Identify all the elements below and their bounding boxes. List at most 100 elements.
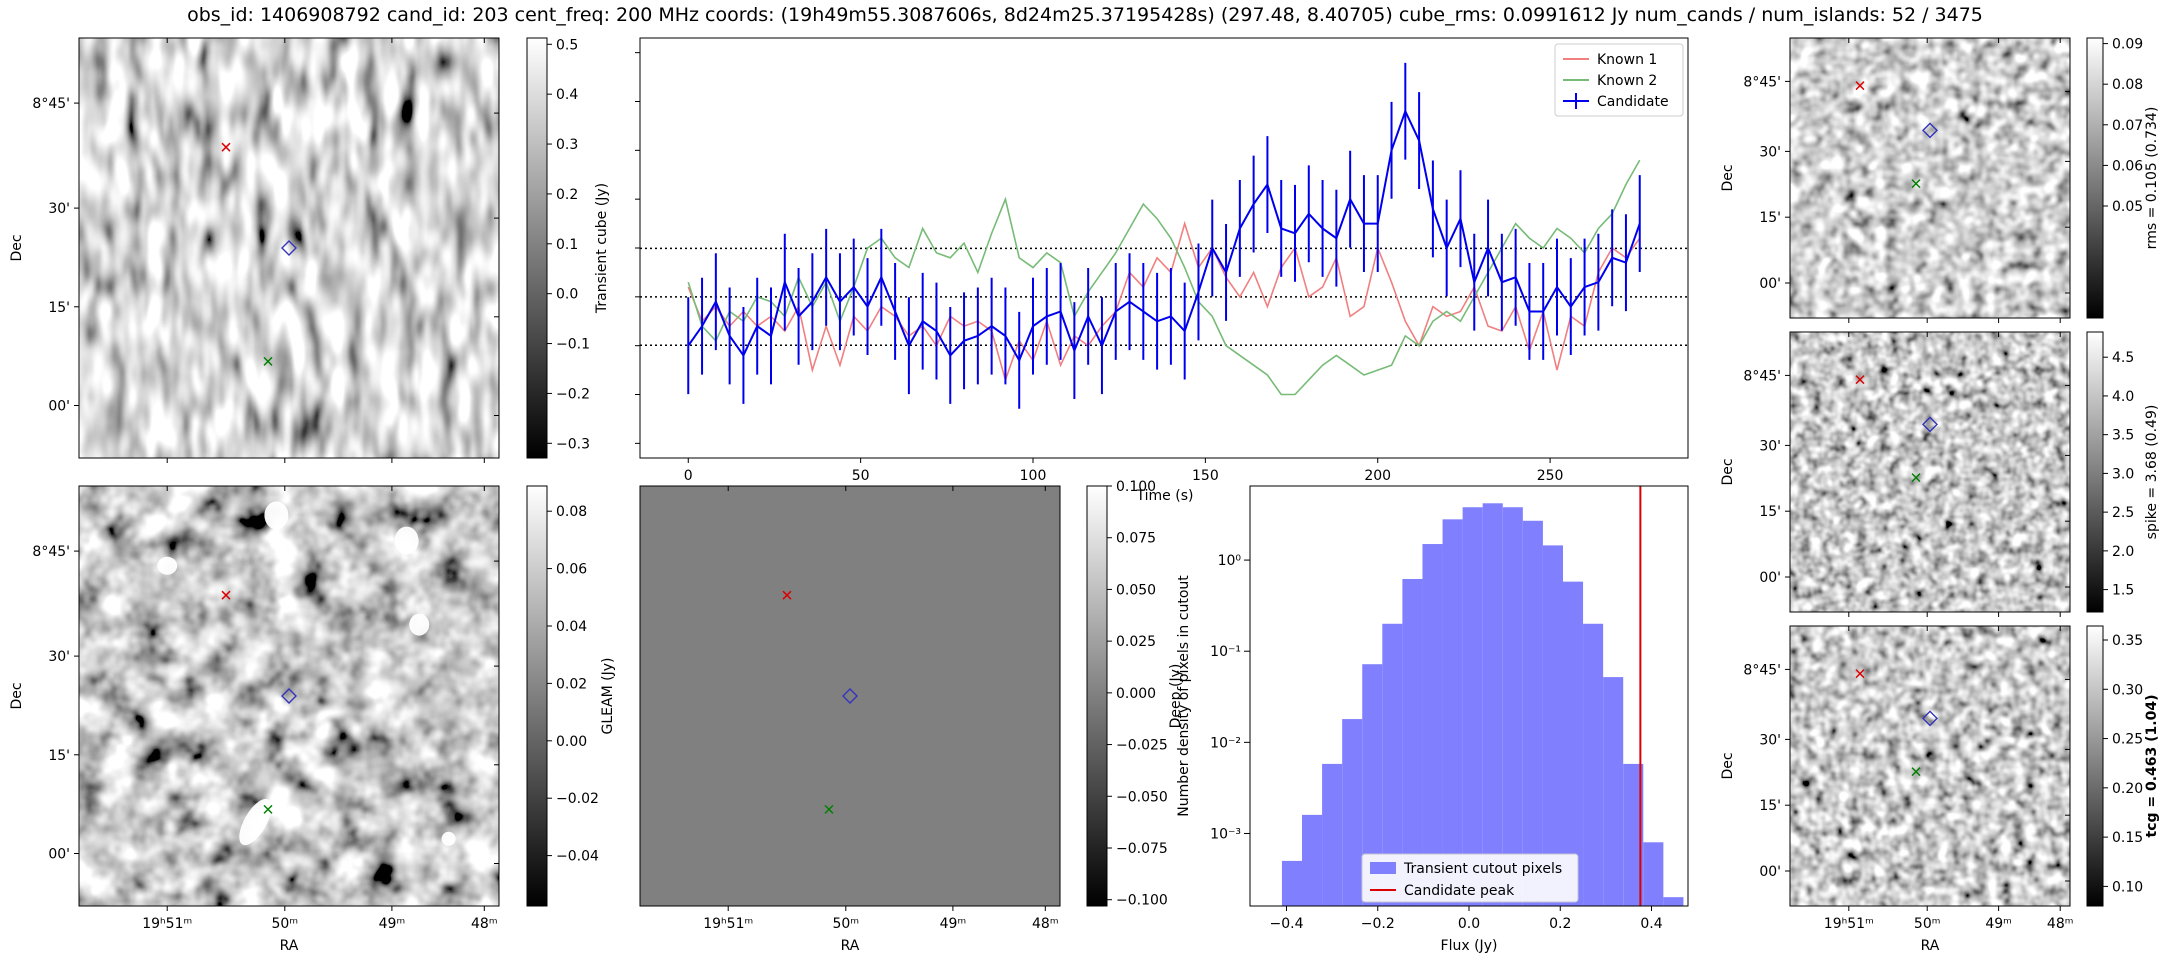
hist-bar: [1603, 677, 1624, 906]
dec-tick-label: 8°45': [1743, 662, 1781, 678]
legend-swatch: [1370, 862, 1396, 874]
ra-tick-label: 48ᵐ: [2047, 916, 2074, 932]
lc-x-tick-label: 150: [1192, 468, 1219, 484]
transient-panel-frame: [78, 37, 500, 459]
hist-y-axis-label: Number density of pixels in cutout: [1176, 575, 1192, 817]
colorbar-tick-label: 0.25: [2112, 732, 2143, 748]
hist-bar: [1362, 664, 1383, 906]
candidate-marker: [1922, 416, 1938, 433]
colorbar-tick-label: 3.0: [2112, 466, 2134, 482]
colorbar-tick-label: −0.1: [556, 337, 590, 353]
dec-tick-label: 8°45': [1743, 368, 1781, 384]
colorbar-tick-label: 0.4: [556, 87, 578, 103]
lc-x-axis-label: Time (s): [1136, 488, 1194, 504]
candidate-marker: [842, 688, 858, 704]
spike-panel-colorbar: [2086, 331, 2104, 613]
series-line-known-2: [687, 159, 1641, 396]
dec-tick-label: 8°45': [32, 96, 70, 112]
known1-marker: [1855, 375, 1865, 385]
colorbar-tick-label: −0.02: [556, 791, 599, 807]
colorbar-tick-label: 0.2: [556, 187, 578, 203]
tcg-panel-colorbar-label: tcg = 0.463 (1.04): [2144, 695, 2160, 838]
deep-panel-frame: [78, 485, 500, 907]
colorbar-tick-label: 0.3: [556, 137, 578, 153]
known1-marker: [1855, 81, 1865, 91]
colorbar-tick-label: 0.0: [556, 287, 578, 303]
dec-tick-label: 00': [1759, 864, 1781, 880]
series-line-candidate: [687, 108, 1641, 363]
figure-title: obs_id: 1406908792 cand_id: 203 cent_fre…: [187, 4, 1983, 26]
tcg-panel-colorbar: [2086, 625, 2104, 907]
known1-marker: [221, 142, 231, 152]
deep-panel-bright-source: [157, 556, 178, 575]
colorbar-tick-label: 0.02: [556, 676, 587, 692]
dec-tick-label: 15': [48, 748, 70, 764]
ra-axis-label: RA: [1921, 938, 1940, 954]
deep-panel-bright-source: [239, 798, 272, 846]
hist-y-tick-label: 10⁻²: [1210, 735, 1241, 751]
gleam-panel-frame: [639, 485, 1061, 907]
ra-axis-label: RA: [280, 938, 299, 954]
candidate-marker: [281, 688, 297, 704]
dec-tick-label: 8°45': [32, 544, 70, 560]
rms-panel-colorbar-label: rms = 0.105 (0.734): [2144, 107, 2160, 250]
lc-x-tick-label: 250: [1537, 468, 1564, 484]
dec-tick-label: 00': [1759, 570, 1781, 586]
dec-axis-label: Dec: [1720, 458, 1736, 485]
known2-marker: [1911, 767, 1921, 777]
known2-marker: [824, 804, 834, 814]
legend-entry: Transient cutout pixels: [1403, 861, 1562, 877]
hist-bars-group: [1281, 503, 1684, 906]
known1-marker: [782, 590, 792, 600]
deep-panel-colorbar: [526, 485, 548, 907]
rms-panel-frame: [1789, 37, 2071, 319]
hist-x-tick-label: 0.2: [1549, 916, 1571, 932]
colorbar-tick-label: 0.5: [556, 37, 578, 53]
ra-tick-label: 50ᵐ: [1914, 916, 1941, 932]
ra-tick-label: 19ʰ51ᵐ: [142, 916, 192, 932]
gleam-panel-colorbar-label: GLEAM (Jy): [600, 658, 616, 735]
transient-panel-colorbar-label: Transient cube (Jy): [594, 183, 610, 314]
deep-panel-bright-source: [264, 501, 289, 530]
hist-bar: [1542, 545, 1563, 906]
dec-tick-label: 15': [48, 300, 70, 316]
dec-axis-label: Dec: [1720, 164, 1736, 191]
dec-tick-label: 15': [1759, 210, 1781, 226]
colorbar-tick-label: 0.04: [556, 619, 587, 635]
hist-x-tick-label: 0.4: [1640, 916, 1662, 932]
hist-bar: [1442, 519, 1463, 906]
deep-panel-image: [79, 486, 499, 906]
colorbar-tick-label: 0.30: [2112, 682, 2143, 698]
hist-bar: [1422, 544, 1443, 906]
known1-marker: [221, 590, 231, 600]
dec-tick-label: 30': [1759, 144, 1781, 160]
dec-axis-label: Dec: [9, 682, 25, 709]
transient-panel-image: [79, 38, 499, 458]
dec-axis-label: Dec: [9, 234, 25, 261]
hist-y-tick-label: 10⁻³: [1210, 826, 1241, 842]
colorbar-tick-label: 0.06: [556, 562, 587, 578]
ra-tick-label: 19ʰ51ᵐ: [703, 916, 753, 932]
colorbar-tick-label: 0.05: [2112, 199, 2143, 215]
colorbar-tick-label: 0.09: [2112, 37, 2143, 53]
dec-axis-label: Dec: [1720, 752, 1736, 779]
deep-panel-colorbar-label: Deep (Jy): [1168, 664, 1184, 729]
rms-panel-colorbar: [2086, 37, 2104, 319]
known2-marker: [263, 804, 273, 814]
hist-bar: [1562, 581, 1584, 906]
lc-x-tick-label: 200: [1364, 468, 1391, 484]
colorbar-tick-label: 0.35: [2112, 633, 2143, 649]
hist-bar: [1462, 507, 1483, 906]
known2-marker: [1911, 473, 1921, 483]
candidate-marker: [1922, 122, 1938, 139]
hist-bar: [1583, 623, 1604, 906]
colorbar-tick-label: −0.025: [1116, 738, 1168, 754]
hist-bar: [1402, 579, 1423, 906]
deep-panel-bright-source: [409, 613, 430, 636]
colorbar-tick-label: 0.07: [2112, 118, 2143, 134]
hist-x-tick-label: 0.0: [1458, 916, 1480, 932]
series-line-known-1: [687, 220, 1641, 383]
hist-x-axis-label: Flux (Jy): [1441, 938, 1498, 954]
spike-panel-image: [1790, 332, 2070, 612]
